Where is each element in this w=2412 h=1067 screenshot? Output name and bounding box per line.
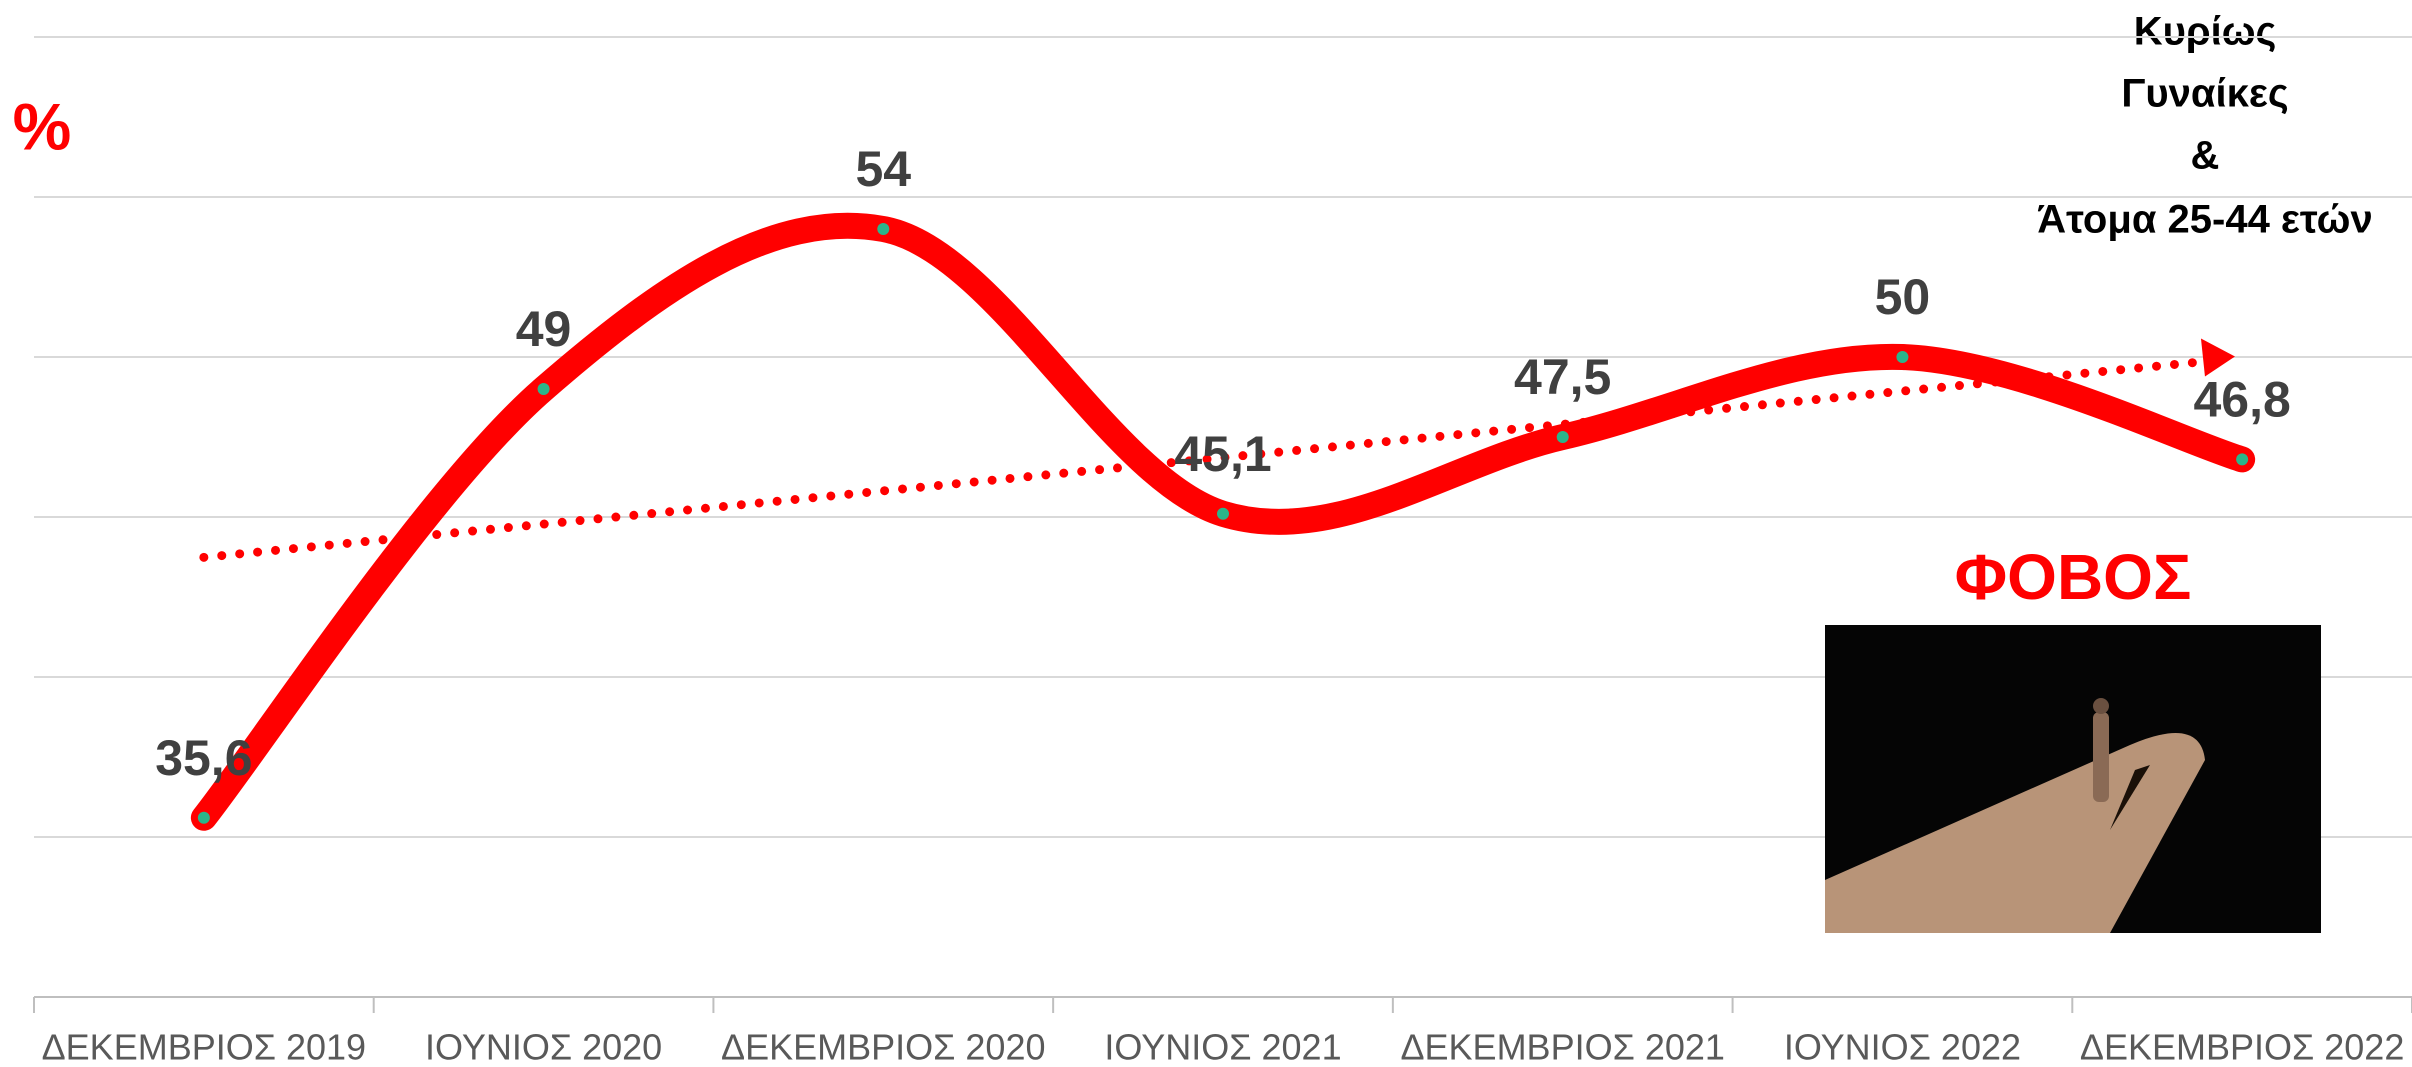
data-line	[190, 212, 2256, 831]
x-tick-label: ΙΟΥΝΙΟΣ 2022	[1784, 1027, 2021, 1067]
data-point	[877, 223, 890, 235]
data-point	[537, 383, 550, 395]
annotation: Κυρίως	[2134, 10, 2277, 54]
unit-label: %	[13, 89, 72, 163]
annotation: Άτομα 25-44 ετών	[2037, 198, 2372, 242]
data-point	[1556, 431, 1569, 443]
data-label: 47,5	[1514, 349, 1611, 405]
data-point	[1217, 507, 1229, 520]
x-tick-label: ΔΕΚΕΜΒΡΙΟΣ 2022	[2080, 1027, 2404, 1067]
data-point	[1896, 351, 1909, 363]
trend-arrow	[2200, 338, 2235, 377]
x-tick-label: ΔΕΚΕΜΒΡΙΟΣ 2019	[42, 1027, 366, 1067]
data-label: 54	[855, 141, 911, 197]
annotation: &	[2191, 134, 2220, 178]
data-label: 49	[516, 301, 572, 357]
data-point	[197, 811, 210, 824]
annotation: Γυναίκες	[2121, 72, 2288, 116]
x-tick-label: ΙΟΥΝΙΟΣ 2020	[425, 1027, 662, 1067]
data-label: 35,6	[155, 730, 252, 786]
data-label: 50	[1875, 269, 1931, 325]
x-tick-label: ΙΟΥΝΙΟΣ 2021	[1104, 1027, 1341, 1067]
x-tick-label: ΔΕΚΕΜΒΡΙΟΣ 2020	[721, 1027, 1045, 1067]
data-label: 46,8	[2193, 372, 2290, 428]
photo	[1825, 625, 2321, 933]
data-label: 45,1	[1174, 426, 1271, 482]
annotation-title: ΦΟΒΟΣ	[1955, 541, 2192, 613]
data-point	[2236, 453, 2249, 466]
x-tick-label: ΔΕΚΕΜΒΡΙΟΣ 2021	[1400, 1027, 1724, 1067]
